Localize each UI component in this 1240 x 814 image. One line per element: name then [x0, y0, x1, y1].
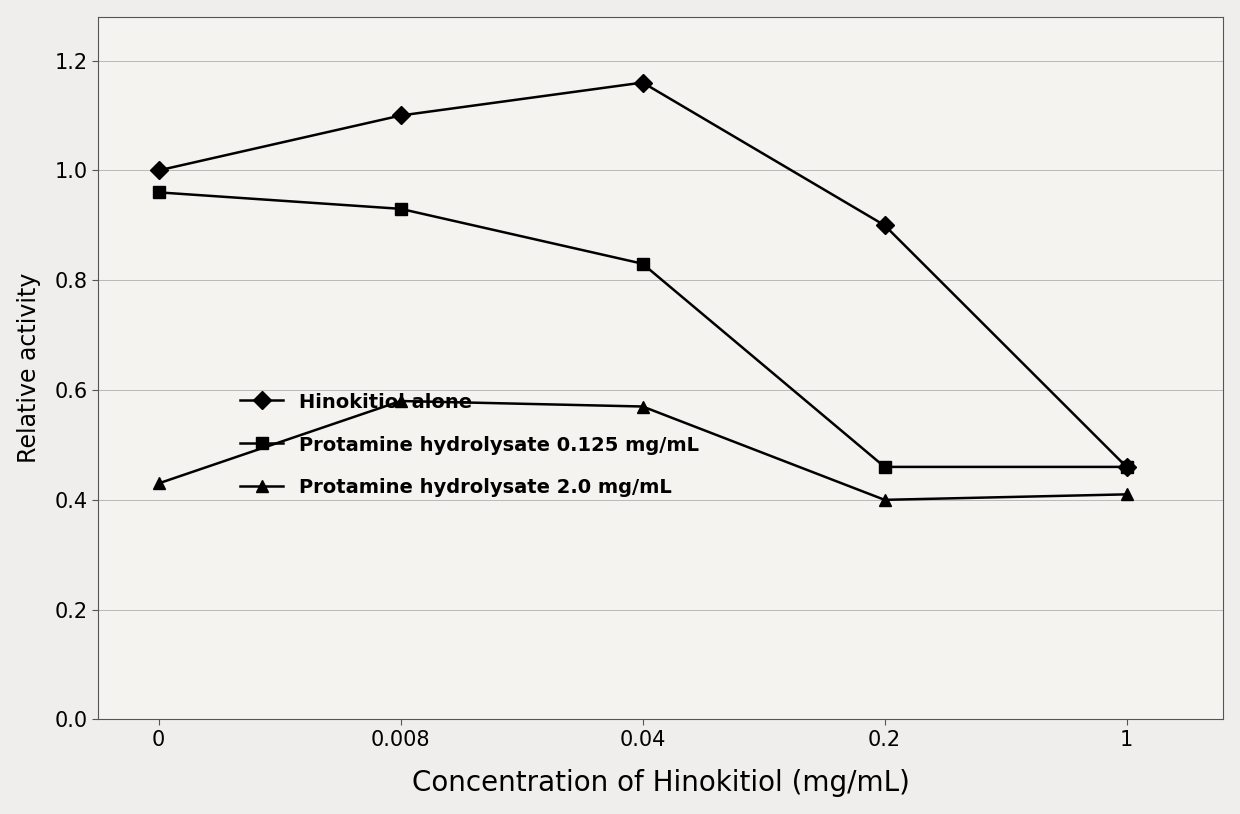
X-axis label: Concentration of Hinokitiol (mg/mL): Concentration of Hinokitiol (mg/mL)	[412, 769, 910, 798]
Protamine hydrolysate 2.0 mg/mL	[151, 479, 166, 488]
Hinokitiol alone	[1120, 462, 1135, 472]
Protamine hydrolysate 2.0 mg/mL	[635, 401, 650, 411]
Hinokitiol alone	[635, 77, 650, 87]
Line: Hinokitiol alone: Hinokitiol alone	[153, 77, 1133, 473]
Protamine hydrolysate 0.125 mg/mL	[877, 462, 892, 472]
Protamine hydrolysate 2.0 mg/mL	[1120, 489, 1135, 499]
Protamine hydrolysate 0.125 mg/mL	[1120, 462, 1135, 472]
Y-axis label: Relative activity: Relative activity	[16, 273, 41, 463]
Hinokitiol alone	[151, 165, 166, 175]
Hinokitiol alone	[877, 221, 892, 230]
Protamine hydrolysate 0.125 mg/mL	[151, 187, 166, 197]
Protamine hydrolysate 0.125 mg/mL	[393, 204, 408, 214]
Protamine hydrolysate 2.0 mg/mL	[877, 495, 892, 505]
Hinokitiol alone	[393, 111, 408, 120]
Line: Protamine hydrolysate 2.0 mg/mL: Protamine hydrolysate 2.0 mg/mL	[153, 395, 1133, 506]
Legend: Hinokitiol alone, Protamine hydrolysate 0.125 mg/mL, Protamine hydrolysate 2.0 m: Hinokitiol alone, Protamine hydrolysate …	[224, 377, 714, 513]
Protamine hydrolysate 2.0 mg/mL	[393, 396, 408, 406]
Line: Protamine hydrolysate 0.125 mg/mL: Protamine hydrolysate 0.125 mg/mL	[153, 186, 1133, 473]
Protamine hydrolysate 0.125 mg/mL	[635, 259, 650, 269]
